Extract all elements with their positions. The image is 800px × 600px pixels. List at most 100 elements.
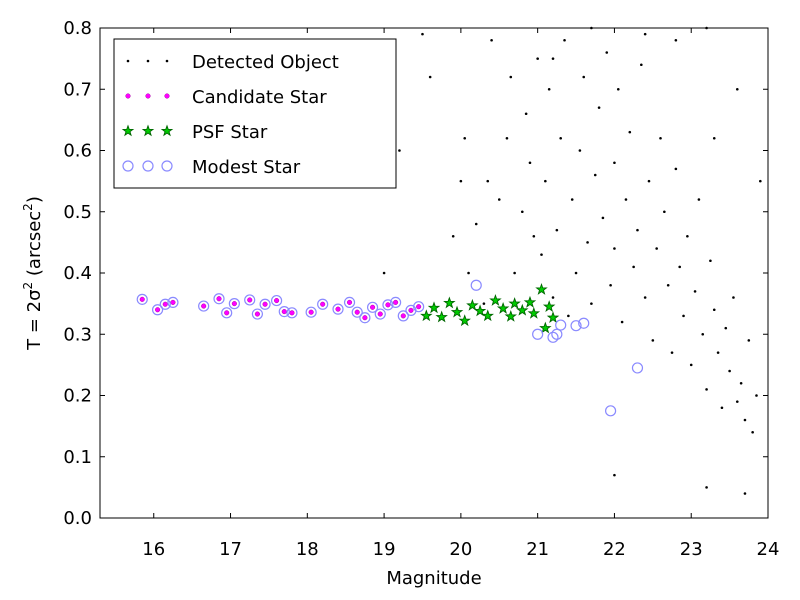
series-3-point-29 — [547, 331, 559, 343]
series-1-point-8 — [247, 297, 253, 303]
series-1-point-7 — [231, 301, 237, 307]
series-1-point-20 — [370, 304, 376, 310]
x-tick-label-0: 16 — [142, 539, 165, 560]
series-0-point-81 — [705, 486, 708, 489]
series-0-point-70 — [720, 406, 724, 410]
legend-label-3: Modest Star — [192, 157, 301, 178]
series-1-point-21 — [377, 311, 383, 317]
series-0-point-62 — [689, 363, 693, 367]
series-0-point-50 — [643, 296, 647, 299]
series-3-point-10 — [259, 298, 271, 310]
series-0-point-6 — [459, 179, 463, 183]
legend-label-1: Candidate Star — [192, 87, 327, 108]
series-2-point-18 — [542, 300, 556, 312]
series-0-point-49 — [640, 63, 643, 67]
series-1-point-11 — [274, 298, 280, 304]
legend-box — [113, 38, 397, 189]
series-0-point-77 — [747, 339, 751, 342]
x-tick-label-7: 23 — [680, 539, 703, 560]
series-2-point-3 — [443, 296, 456, 309]
legend-marker-3-2 — [161, 160, 173, 172]
x-tick-label-1: 17 — [219, 539, 242, 560]
legend-marker-2-0 — [121, 124, 135, 137]
series-0-point-41 — [613, 161, 616, 165]
series-0-point-13 — [497, 198, 501, 201]
series-0-point-20 — [532, 234, 536, 238]
series-2-point-8 — [481, 309, 494, 322]
x-tick-label-3: 19 — [373, 539, 396, 560]
series-2-point-5 — [458, 314, 471, 327]
series-1-point-3 — [170, 299, 176, 305]
series-3-point-12 — [278, 305, 290, 318]
series-0-point-51 — [647, 179, 651, 183]
series-3-point-6 — [221, 307, 233, 319]
series-1-point-13 — [289, 310, 295, 316]
y-tick-label-3: 0.3 — [63, 324, 92, 345]
y-tick-label-8: 0.8 — [63, 18, 92, 39]
series-0-point-85 — [759, 179, 762, 183]
series-0-point-26 — [555, 228, 559, 232]
legend-marker-0-2 — [165, 59, 169, 63]
series-3-point-24 — [397, 310, 409, 322]
y-axis-ticks: 0.0 0.1 0.2 0.3 0.4 0.5 0.6 0.7 0.8 — [63, 18, 768, 529]
series-3-point-22 — [382, 299, 394, 311]
series-2-point-19 — [546, 311, 560, 324]
y-tick-label-4: 0.4 — [63, 263, 92, 284]
series-0-point-44 — [620, 320, 624, 324]
series-3-point-7 — [228, 298, 240, 310]
series-0-point-12 — [490, 38, 493, 42]
series-0-point-64 — [697, 198, 701, 201]
series-3-point-0 — [136, 293, 148, 305]
x-axis-ticks: 16 17 18 19 20 21 22 23 24 — [142, 28, 779, 560]
series-3-point-27 — [470, 279, 482, 291]
series-0-point-72 — [728, 369, 731, 373]
legend-marker-1-1 — [145, 93, 151, 99]
series-0-point-63 — [693, 290, 697, 293]
x-tick-label-4: 20 — [449, 539, 472, 560]
y-tick-label-2: 0.2 — [63, 386, 92, 407]
series-3-point-11 — [270, 294, 283, 307]
series-0-point-60 — [682, 314, 685, 318]
series-0-point-31 — [574, 271, 578, 275]
series-0-point-45 — [624, 198, 628, 201]
series-0-point-11 — [486, 179, 490, 183]
series-1-point-19 — [362, 315, 368, 321]
series-3-point-18 — [351, 306, 363, 318]
series-1-point-18 — [354, 309, 360, 315]
series-0-point-40 — [609, 283, 612, 287]
series-0-point-82 — [613, 473, 616, 477]
series-1-point-25 — [408, 307, 414, 313]
series-0-point-80 — [743, 492, 747, 495]
y-axis-unit-open: (arcsec — [24, 211, 45, 282]
series-0-point-1 — [398, 149, 401, 152]
series-0-point-74 — [735, 400, 739, 403]
series-0-point-43 — [616, 87, 620, 91]
series-1-point-4 — [201, 303, 207, 309]
legend-marker-3-1 — [142, 160, 154, 172]
series-2-point-15 — [527, 306, 541, 319]
series-0-point-59 — [678, 265, 682, 269]
series-3-point-3 — [167, 296, 179, 308]
series-3-point-1 — [151, 304, 164, 316]
series-0-point-30 — [570, 198, 574, 201]
y-axis-unit-close: ) — [24, 196, 45, 203]
series-3-point-32 — [578, 317, 590, 329]
series-0-point-5 — [451, 234, 455, 238]
series-2-point-14 — [523, 295, 537, 308]
series-1-point-14 — [308, 309, 314, 315]
x-tick-label-6: 22 — [603, 539, 626, 560]
series-3-point-19 — [359, 312, 371, 324]
series-0-point-46 — [628, 130, 632, 134]
series-0-point-27 — [559, 136, 562, 140]
series-3-point-35 — [604, 405, 617, 417]
series-3-point-21 — [374, 308, 386, 320]
series-0-point-53 — [655, 247, 658, 250]
y-axis-main: T = 2σ — [24, 289, 45, 350]
series-1-point-17 — [346, 299, 353, 305]
series-3-point-23 — [390, 296, 402, 308]
series-0-point-16 — [513, 271, 516, 275]
series-0-point-69 — [716, 351, 720, 354]
series-0-point-21 — [536, 57, 539, 60]
series-0-point-79 — [755, 394, 758, 397]
